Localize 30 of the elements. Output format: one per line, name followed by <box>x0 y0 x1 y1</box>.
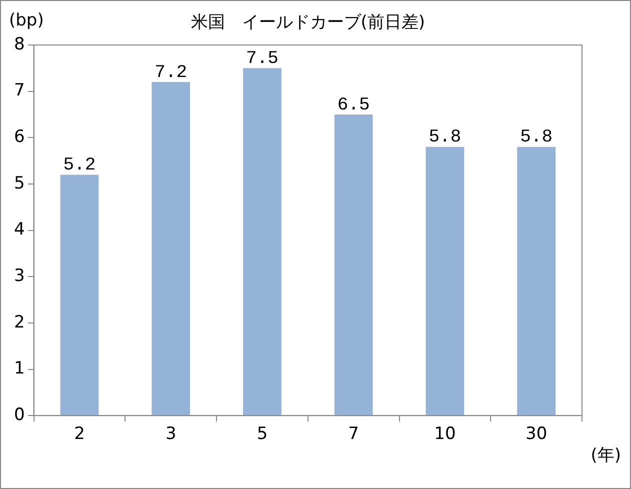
data-label: 7.5 <box>246 48 278 69</box>
x-axis-title: (年) <box>590 445 621 466</box>
y-tick-label: 5 <box>14 173 25 194</box>
y-tick-label: 3 <box>14 266 25 286</box>
x-tick-label: 30 <box>526 424 548 444</box>
chart-title: 米国 イールドカーブ(前日差) <box>190 12 426 32</box>
y-tick-label: 0 <box>14 405 25 426</box>
y-tick-label: 7 <box>14 80 25 101</box>
y-axis-title: (bp) <box>9 10 44 30</box>
data-label: 5.8 <box>428 128 462 148</box>
bar <box>517 146 556 416</box>
x-tick-label: 10 <box>434 424 456 444</box>
y-tick-label: 4 <box>14 220 25 240</box>
x-tick-label: 2 <box>74 424 85 444</box>
bar <box>426 146 464 416</box>
bar <box>152 82 190 416</box>
y-tick-label: 1 <box>14 358 25 379</box>
y-tick-label: 6 <box>14 127 25 148</box>
y-tick-label: 8 <box>14 34 25 54</box>
x-tick-label: 3 <box>165 424 176 444</box>
x-tick-label: 7 <box>348 424 360 444</box>
x-tick-label: 5 <box>256 424 268 444</box>
bar <box>243 68 282 416</box>
data-label: 6.5 <box>337 95 370 116</box>
bar <box>60 174 99 416</box>
bar <box>334 114 373 416</box>
data-label: 5.2 <box>63 155 96 176</box>
y-tick-label: 2 <box>14 312 25 332</box>
data-label: 5.8 <box>520 128 553 148</box>
data-label: 7.2 <box>154 62 188 83</box>
